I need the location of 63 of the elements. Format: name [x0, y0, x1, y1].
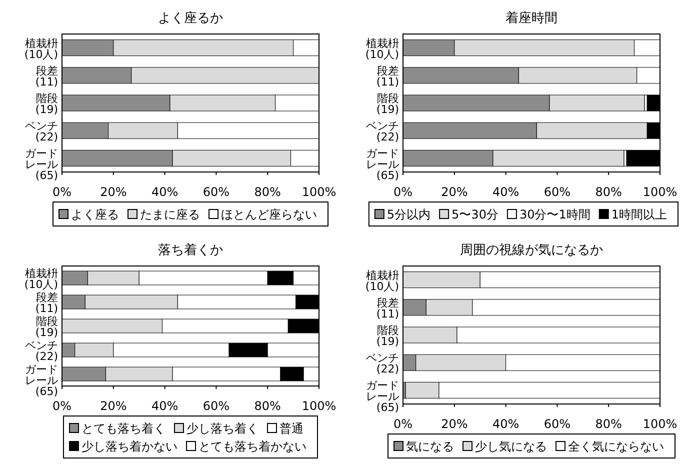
- legend-label: 5分以内: [386, 208, 431, 222]
- legend-label: 30分〜1時間: [519, 208, 590, 222]
- x-tick-label: 60%: [544, 417, 571, 431]
- x-tick-label: 0%: [52, 399, 72, 413]
- y-tick-label: ガードレール(65): [25, 147, 58, 182]
- y-tick-label: 階段(19): [35, 92, 58, 116]
- y-tick-label: ガードレール(65): [25, 363, 58, 398]
- x-tick-label: 80%: [595, 417, 622, 431]
- chart-title: よく座るか: [158, 10, 223, 26]
- chart-title: 周囲の視線が気になるか: [460, 243, 603, 258]
- y-tick-label: 段差(11): [376, 296, 399, 320]
- y-tick-label: 段差(11): [35, 291, 58, 315]
- y-tick-label: 階段(19): [376, 324, 399, 348]
- x-tick-label: 60%: [202, 185, 230, 199]
- x-tick-label: 40%: [492, 417, 520, 431]
- y-tick-label: 階段(19): [376, 92, 399, 116]
- x-tick-label: 0%: [393, 417, 413, 431]
- x-tick-label: 20%: [100, 399, 127, 413]
- legend-label: 1時間以上: [611, 208, 667, 222]
- x-tick-label: 0%: [52, 185, 72, 199]
- x-tick-label: 100%: [302, 399, 336, 413]
- legend-label: 5〜30分: [452, 208, 498, 222]
- x-tick-label: 100%: [302, 185, 336, 199]
- legend-label: 少し気になる: [475, 440, 547, 454]
- legend-label: とても落ち着かない: [198, 440, 306, 454]
- chart-title: 着座時間: [506, 10, 558, 26]
- legend-label: 少し落ち着かない: [82, 440, 178, 454]
- x-tick-label: 80%: [595, 185, 622, 199]
- x-tick-label: 40%: [492, 185, 520, 199]
- y-tick-label: 植栽枡(10人): [24, 267, 58, 291]
- x-tick-label: 100%: [642, 417, 678, 431]
- y-tick-label: 段差(11): [35, 64, 58, 88]
- legend-label: 少し落ち着く: [186, 422, 258, 436]
- x-tick-label: 20%: [100, 185, 127, 199]
- legend-label: 気になる: [406, 440, 454, 454]
- legend-label: たまに座る: [140, 208, 200, 222]
- x-tick-label: 20%: [441, 185, 468, 199]
- legend-label: とても落ち着く: [82, 422, 166, 436]
- y-tick-label: ガードレール(65): [366, 147, 399, 182]
- x-tick-label: 60%: [202, 399, 230, 413]
- x-tick-label: 0%: [393, 185, 413, 199]
- x-tick-label: 80%: [254, 399, 281, 413]
- y-tick-label: ベンチ(22): [366, 120, 399, 144]
- legend-label: よく座る: [71, 208, 119, 222]
- x-tick-label: 40%: [151, 399, 178, 413]
- x-tick-label: 80%: [254, 185, 281, 199]
- y-tick-label: ベンチ(22): [25, 339, 58, 363]
- x-tick-label: 60%: [544, 185, 571, 199]
- y-tick-label: ガードレール(65): [366, 379, 399, 414]
- y-tick-label: 植栽枡(10人): [24, 36, 58, 61]
- legend-label: 普通: [280, 422, 304, 436]
- legend-label: ほとんど座らない: [221, 208, 317, 222]
- y-tick-label: 植栽枡(10人): [365, 268, 399, 293]
- x-tick-label: 20%: [441, 417, 468, 431]
- chart-title: 落ち着くか: [158, 242, 223, 258]
- y-tick-label: 植栽枡(10人): [365, 36, 399, 61]
- legend-label: 全く気にならない: [568, 440, 664, 454]
- x-tick-label: 40%: [151, 185, 178, 199]
- x-tick-label: 100%: [642, 185, 678, 199]
- y-tick-label: 段差(11): [376, 64, 399, 88]
- y-tick-label: 階段(19): [35, 315, 58, 339]
- y-tick-label: ベンチ(22): [366, 352, 399, 376]
- y-tick-label: ベンチ(22): [25, 120, 58, 144]
